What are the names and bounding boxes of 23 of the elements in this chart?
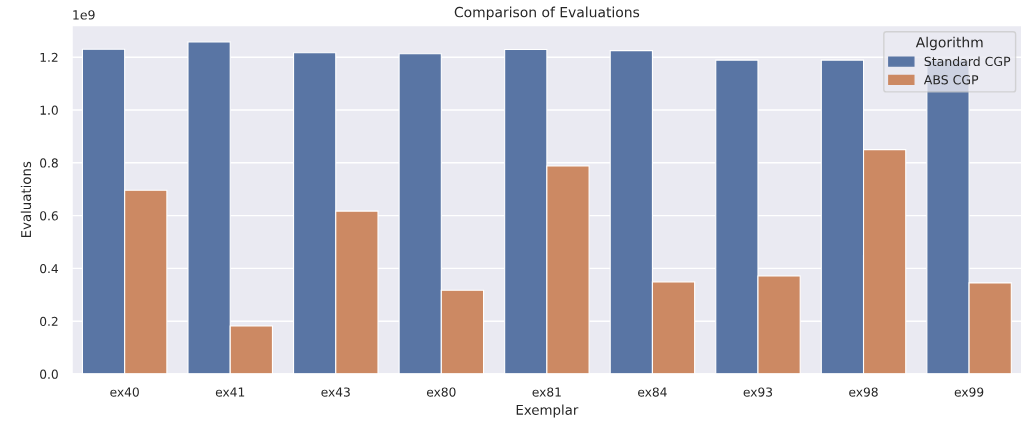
y-tick-label: 1.0 [40, 105, 58, 115]
x-tick-label: ex81 [532, 387, 561, 397]
legend-label: ABS CGP [923, 75, 979, 85]
x-tick-label: ex93 [743, 387, 773, 397]
legend-label: Standard CGP [924, 56, 1011, 67]
chart-title: Comparison of Evaluations [454, 6, 640, 21]
y-tick-label: 0.0 [40, 369, 58, 379]
x-tick-label: ex80 [426, 387, 456, 397]
y-tick-label: 0.6 [40, 211, 58, 221]
y-tick-label: 0.8 [40, 158, 58, 168]
x-tick-label: ex41 [215, 387, 245, 397]
y-tick-label: 0.2 [40, 316, 58, 327]
x-axis-title: Exemplar [516, 404, 579, 418]
x-tick-label: ex43 [321, 387, 350, 397]
y-tick-label: 0.4 [40, 263, 59, 274]
x-tick-label: ex40 [110, 387, 139, 397]
x-tick-label: ex84 [638, 387, 667, 397]
y-axis-title: Evaluations [20, 161, 32, 238]
x-tick-label: ex98 [849, 387, 878, 397]
text: 1e9 [73, 10, 95, 20]
y-tick-label: 1.2 [40, 52, 58, 62]
x-tick-label: ex99 [954, 387, 984, 397]
legend-title: Algorithm [915, 36, 983, 51]
